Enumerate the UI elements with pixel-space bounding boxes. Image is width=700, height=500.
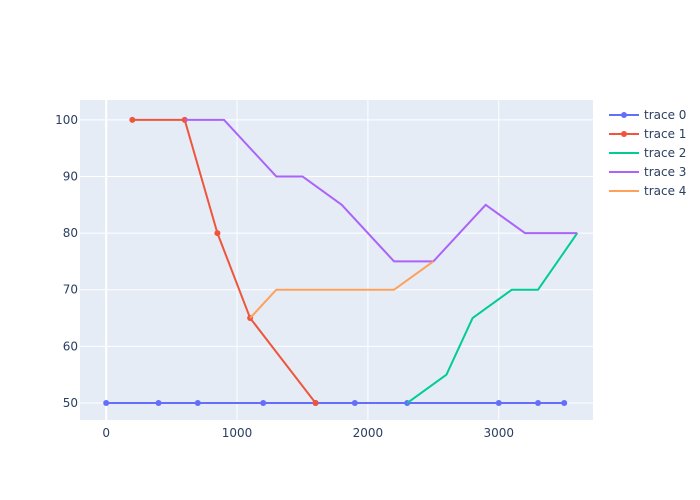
y-axis: 50 60 70 80 90 100 [55,113,78,410]
x-tick-label: 3000 [484,426,515,440]
data-point [495,400,502,407]
data-point [561,400,568,407]
plot-area [80,100,593,420]
legend-item[interactable]: trace 3 [609,165,686,179]
data-point [312,400,319,407]
legend-marker [621,131,627,137]
series-line [249,260,434,319]
x-tick-label: 2000 [353,426,384,440]
legend-item[interactable]: trace 4 [609,184,686,198]
data-point [351,400,358,407]
legend-marker [621,112,627,118]
series-line [406,232,579,404]
series-3 [184,118,578,263]
series-4 [249,260,434,319]
legend-item[interactable]: trace 1 [609,127,686,141]
series-0 [103,400,568,407]
data-point [103,400,110,407]
data-point [260,400,267,407]
x-tick-label: 1000 [222,426,253,440]
legend-label: trace 4 [644,184,686,198]
y-tick-label: 70 [63,283,78,297]
legend-label: trace 3 [644,165,686,179]
series-line [184,118,578,263]
legend-item[interactable]: trace 0 [609,108,686,122]
data-point [155,400,162,407]
legend-label: trace 0 [644,108,686,122]
legend-label: trace 1 [644,127,686,141]
data-point [194,400,201,407]
y-tick-label: 60 [63,339,78,353]
legend-item[interactable]: trace 2 [609,146,686,160]
data-point [129,116,136,123]
y-tick-label: 50 [63,396,78,410]
x-tick-label: 0 [102,426,110,440]
legend-label: trace 2 [644,146,686,160]
y-tick-label: 80 [63,226,78,240]
data-point [535,400,542,407]
data-point [214,230,221,237]
series-layer [103,116,579,407]
legend[interactable]: trace 0 trace 1 trace 2 trace 3 trace 4 [609,108,686,198]
y-tick-label: 90 [63,169,78,183]
x-axis: 0 1000 2000 3000 [102,426,514,440]
series-2 [406,232,579,404]
y-tick-label: 100 [55,113,78,127]
